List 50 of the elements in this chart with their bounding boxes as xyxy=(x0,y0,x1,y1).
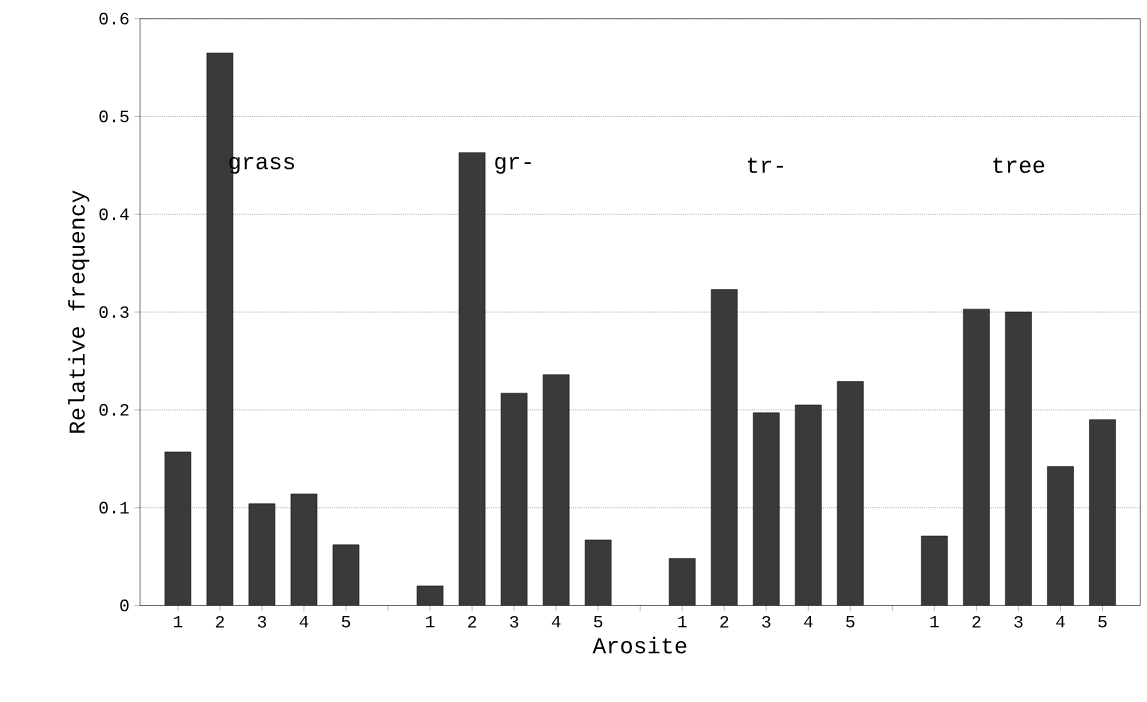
y-tick-label: 0.4 xyxy=(99,208,129,221)
bar xyxy=(543,374,570,606)
x-tick-label: 5 xyxy=(594,616,603,628)
bar xyxy=(668,558,696,606)
bar xyxy=(1005,312,1032,606)
annotation: gr- xyxy=(495,157,531,175)
x-tick-label: 1 xyxy=(930,616,939,628)
bar xyxy=(921,536,948,606)
bar xyxy=(164,451,192,606)
bar xyxy=(585,540,612,606)
bar xyxy=(248,503,276,606)
bar xyxy=(1089,419,1116,606)
y-tick-label: 0.2 xyxy=(99,404,129,416)
x-tick-label: 5 xyxy=(846,616,855,628)
y-tick-label: 0.3 xyxy=(99,306,129,319)
x-tick-label: 5 xyxy=(1098,616,1107,628)
x-tick-label: 4 xyxy=(1056,616,1065,628)
bar xyxy=(963,309,990,606)
bar xyxy=(710,289,738,606)
bar xyxy=(459,152,486,606)
x-tick-label: 3 xyxy=(257,616,267,628)
y-tick-label: 0.5 xyxy=(99,110,129,123)
x-tick-label: 3 xyxy=(1014,616,1023,628)
x-tick-label: 5 xyxy=(341,616,351,628)
x-tick-label: 3 xyxy=(762,616,771,628)
y-tick-label: 0 xyxy=(120,599,129,612)
x-axis-title: Arosite xyxy=(592,637,687,654)
y-tick-label: 0.6 xyxy=(99,13,129,25)
x-tick-label: 2 xyxy=(972,616,981,628)
x-tick-label: 1 xyxy=(426,616,435,628)
bar xyxy=(795,404,822,606)
bar xyxy=(1047,466,1074,606)
y-tick-label: 0.1 xyxy=(99,502,129,514)
x-tick-label: 4 xyxy=(551,616,561,628)
bar xyxy=(752,412,780,606)
annotation: tr- xyxy=(747,157,783,174)
bar xyxy=(501,393,528,606)
y-axis-title: Relative frequency xyxy=(68,190,90,433)
annotation: tree xyxy=(993,157,1045,174)
bar xyxy=(332,544,360,606)
x-tick-label: 1 xyxy=(678,616,687,628)
x-tick-label: 1 xyxy=(173,616,183,628)
bar xyxy=(837,381,864,606)
x-tick-label: 2 xyxy=(468,616,477,628)
x-tick-label: 3 xyxy=(509,616,519,628)
x-tick-label: 2 xyxy=(720,616,729,628)
x-tick-label: 4 xyxy=(803,616,813,628)
bar xyxy=(290,493,318,606)
x-tick-label: 2 xyxy=(215,616,224,628)
x-tick-label: 4 xyxy=(299,616,309,628)
